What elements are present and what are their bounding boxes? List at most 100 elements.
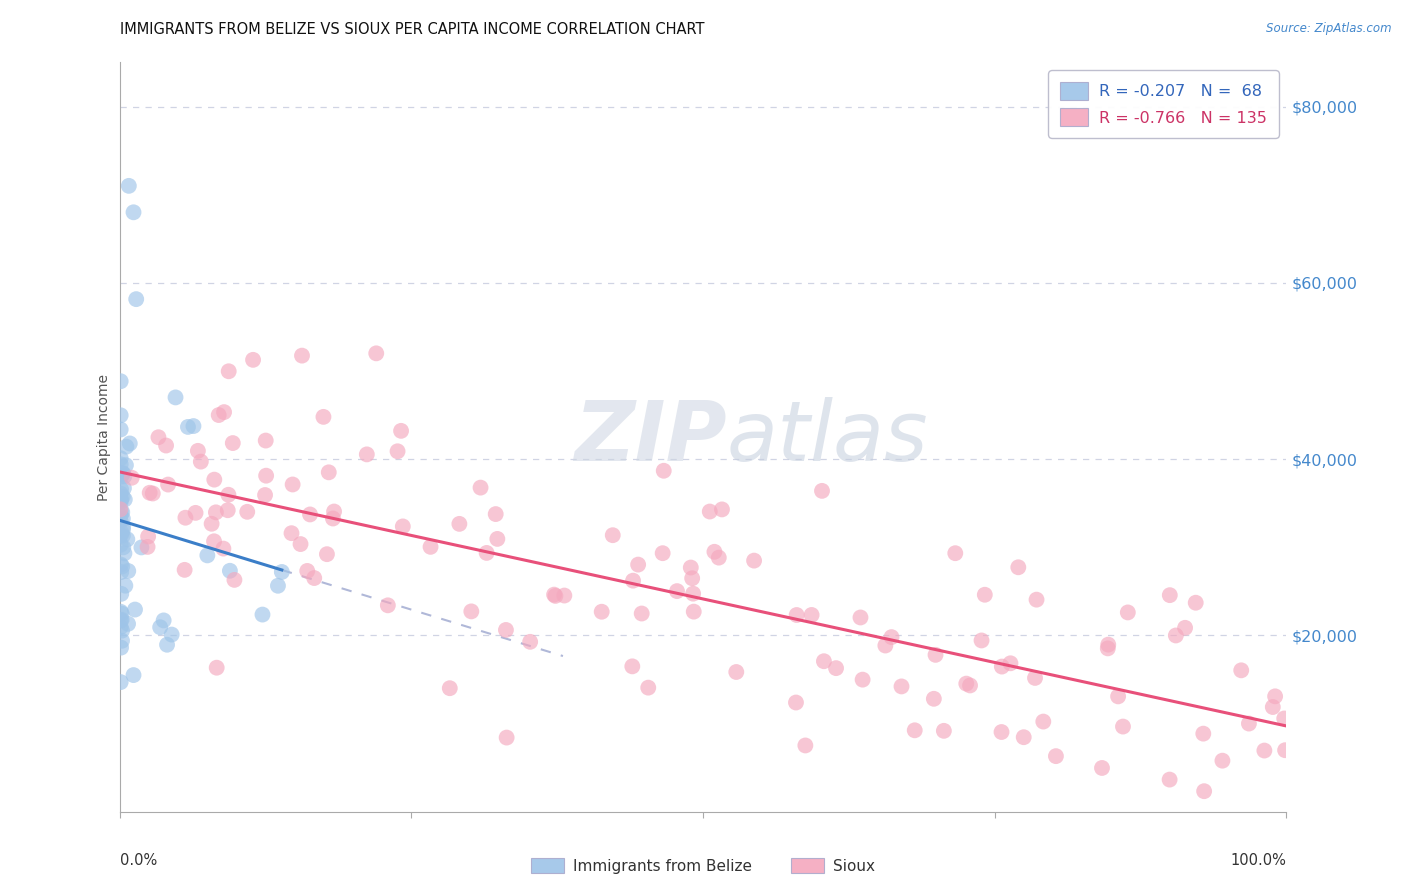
- Point: [110, 528, 132, 542]
- Point: [880, 630, 903, 644]
- Text: 100.0%: 100.0%: [1230, 853, 1286, 868]
- Point: [439, 681, 461, 696]
- Text: 0.0%: 0.0%: [120, 853, 156, 868]
- Point: [110, 514, 132, 528]
- Point: [1184, 596, 1206, 610]
- Point: [110, 605, 132, 619]
- Point: [125, 292, 148, 306]
- Point: [1007, 560, 1029, 574]
- Point: [111, 505, 134, 519]
- Point: [110, 558, 132, 572]
- Point: [110, 587, 132, 601]
- Point: [112, 469, 135, 483]
- Point: [224, 573, 246, 587]
- Point: [173, 563, 195, 577]
- Point: [115, 440, 138, 454]
- Point: [156, 638, 179, 652]
- Point: [356, 447, 378, 461]
- Point: [519, 635, 541, 649]
- Point: [157, 477, 180, 491]
- Point: [142, 486, 165, 500]
- Point: [1264, 690, 1286, 704]
- Point: [682, 587, 704, 601]
- Point: [785, 696, 807, 710]
- Point: [187, 443, 209, 458]
- Point: [111, 467, 134, 481]
- Point: [553, 589, 575, 603]
- Point: [110, 508, 132, 523]
- Point: [679, 560, 702, 574]
- Point: [110, 409, 132, 423]
- Point: [322, 511, 344, 525]
- Point: [184, 506, 207, 520]
- Point: [270, 565, 292, 579]
- Point: [217, 503, 239, 517]
- Point: [316, 547, 339, 561]
- Point: [118, 178, 141, 193]
- Point: [1159, 588, 1181, 602]
- Point: [475, 546, 498, 560]
- Point: [110, 422, 132, 436]
- Point: [486, 532, 509, 546]
- Point: [852, 673, 875, 687]
- Point: [114, 492, 136, 507]
- Point: [366, 346, 388, 360]
- Point: [318, 466, 340, 480]
- Point: [112, 546, 135, 560]
- Point: [959, 678, 981, 692]
- Point: [111, 466, 134, 480]
- Point: [149, 620, 172, 634]
- Text: Source: ZipAtlas.com: Source: ZipAtlas.com: [1267, 22, 1392, 36]
- Point: [630, 607, 652, 621]
- Point: [110, 495, 132, 509]
- Point: [291, 349, 314, 363]
- Point: [1025, 592, 1047, 607]
- Point: [1012, 730, 1035, 744]
- Point: [666, 584, 689, 599]
- Point: [1091, 761, 1114, 775]
- Y-axis label: Per Capita Income: Per Capita Income: [97, 374, 111, 500]
- Point: [112, 520, 135, 534]
- Point: [236, 505, 259, 519]
- Point: [621, 659, 644, 673]
- Text: atlas: atlas: [727, 397, 928, 477]
- Legend: R = -0.207   N =  68, R = -0.766   N = 135: R = -0.207 N = 68, R = -0.766 N = 135: [1049, 70, 1278, 137]
- Point: [1274, 743, 1296, 757]
- Point: [602, 528, 624, 542]
- Point: [875, 639, 897, 653]
- Point: [117, 533, 139, 547]
- Point: [111, 523, 134, 537]
- Point: [111, 559, 134, 574]
- Point: [122, 668, 145, 682]
- Point: [110, 565, 132, 579]
- Point: [495, 623, 517, 637]
- Point: [111, 613, 134, 627]
- Point: [990, 725, 1012, 739]
- Point: [201, 516, 224, 531]
- Point: [1192, 784, 1215, 798]
- Point: [111, 511, 134, 525]
- Point: [110, 486, 132, 500]
- Point: [117, 564, 139, 578]
- Point: [148, 430, 170, 444]
- Point: [591, 605, 613, 619]
- Point: [110, 492, 132, 507]
- Point: [1192, 726, 1215, 740]
- Text: IMMIGRANTS FROM BELIZE VS SIOUX PER CAPITA INCOME CORRELATION CHART: IMMIGRANTS FROM BELIZE VS SIOUX PER CAPI…: [120, 22, 704, 37]
- Text: ZIP: ZIP: [574, 397, 727, 477]
- Point: [849, 610, 872, 624]
- Point: [110, 483, 132, 497]
- Point: [419, 540, 441, 554]
- Point: [1045, 749, 1067, 764]
- Point: [651, 546, 673, 560]
- Point: [725, 665, 748, 679]
- Point: [111, 490, 134, 504]
- Point: [1116, 606, 1139, 620]
- Point: [110, 675, 132, 690]
- Point: [242, 352, 264, 367]
- Point: [254, 468, 277, 483]
- Point: [281, 477, 304, 491]
- Point: [1164, 628, 1187, 642]
- Point: [202, 473, 225, 487]
- Point: [924, 648, 946, 662]
